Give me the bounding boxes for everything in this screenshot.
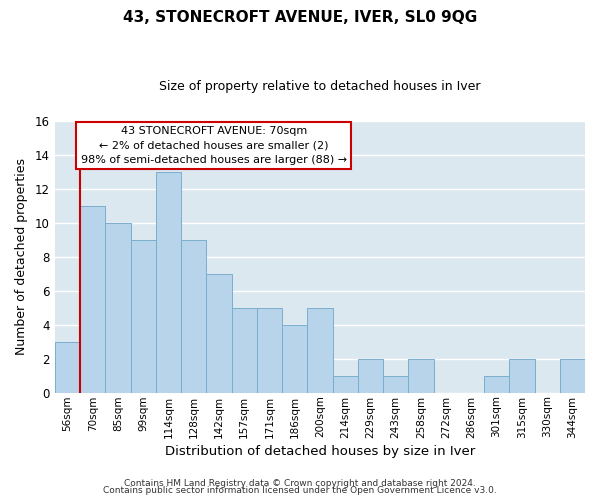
- Bar: [282, 324, 307, 392]
- Title: Size of property relative to detached houses in Iver: Size of property relative to detached ho…: [159, 80, 481, 93]
- Bar: [408, 358, 434, 392]
- Bar: [484, 376, 509, 392]
- Text: Contains HM Land Registry data © Crown copyright and database right 2024.: Contains HM Land Registry data © Crown c…: [124, 478, 476, 488]
- Bar: [80, 206, 106, 392]
- Bar: [106, 222, 131, 392]
- Bar: [383, 376, 408, 392]
- Bar: [131, 240, 156, 392]
- Bar: [307, 308, 332, 392]
- Bar: [55, 342, 80, 392]
- Bar: [206, 274, 232, 392]
- Y-axis label: Number of detached properties: Number of detached properties: [15, 158, 28, 355]
- Bar: [156, 172, 181, 392]
- Text: 43, STONECROFT AVENUE, IVER, SL0 9QG: 43, STONECROFT AVENUE, IVER, SL0 9QG: [123, 10, 477, 25]
- X-axis label: Distribution of detached houses by size in Iver: Distribution of detached houses by size …: [165, 444, 475, 458]
- Bar: [257, 308, 282, 392]
- Text: Contains public sector information licensed under the Open Government Licence v3: Contains public sector information licen…: [103, 486, 497, 495]
- Bar: [232, 308, 257, 392]
- Bar: [358, 358, 383, 392]
- Bar: [560, 358, 585, 392]
- Bar: [181, 240, 206, 392]
- Text: 43 STONECROFT AVENUE: 70sqm
← 2% of detached houses are smaller (2)
98% of semi-: 43 STONECROFT AVENUE: 70sqm ← 2% of deta…: [81, 126, 347, 165]
- Bar: [509, 358, 535, 392]
- Bar: [332, 376, 358, 392]
